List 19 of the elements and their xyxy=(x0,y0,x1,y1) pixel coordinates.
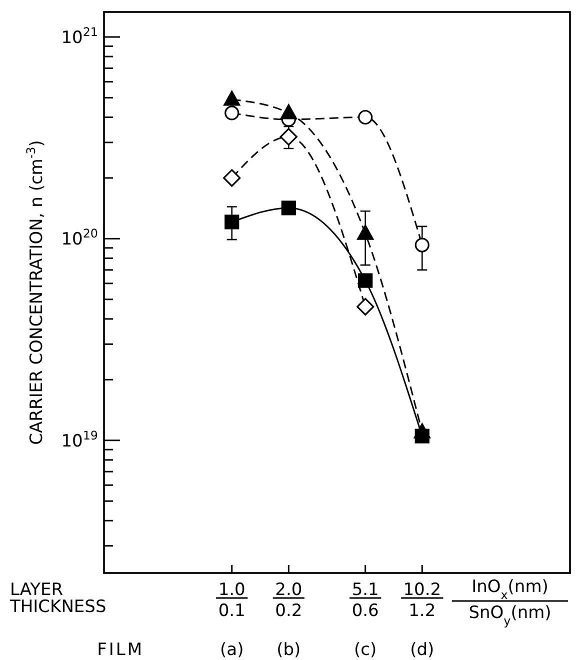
text: (d) xyxy=(410,640,434,660)
y-tick-label: 10$^{20}$ xyxy=(61,226,98,250)
text: InO$_{x}$(nm) xyxy=(472,577,548,602)
text: 1.2 xyxy=(408,601,436,621)
y-tick-label: 10$^{21}$ xyxy=(61,24,98,48)
y-tick-label: 10$^{19}$ xyxy=(61,428,98,452)
x-axis-title: LAYER THICKNESS xyxy=(9,580,106,617)
text: 0.1 xyxy=(218,601,246,621)
text: 0.2 xyxy=(275,601,302,621)
text: (c) xyxy=(354,640,377,660)
text: FILM xyxy=(97,640,144,660)
x-tick-label: 10.2 xyxy=(403,580,442,600)
x-tick-label: 5.1 xyxy=(352,580,379,600)
text: SnO$_{y}$(nm) xyxy=(468,603,552,628)
text: (b) xyxy=(276,640,301,660)
x-tick-label: 2.0 xyxy=(275,580,302,600)
text: 0.6 xyxy=(352,601,379,621)
x-tick-label: 1.0 xyxy=(218,580,246,600)
text: (a) xyxy=(220,640,244,660)
